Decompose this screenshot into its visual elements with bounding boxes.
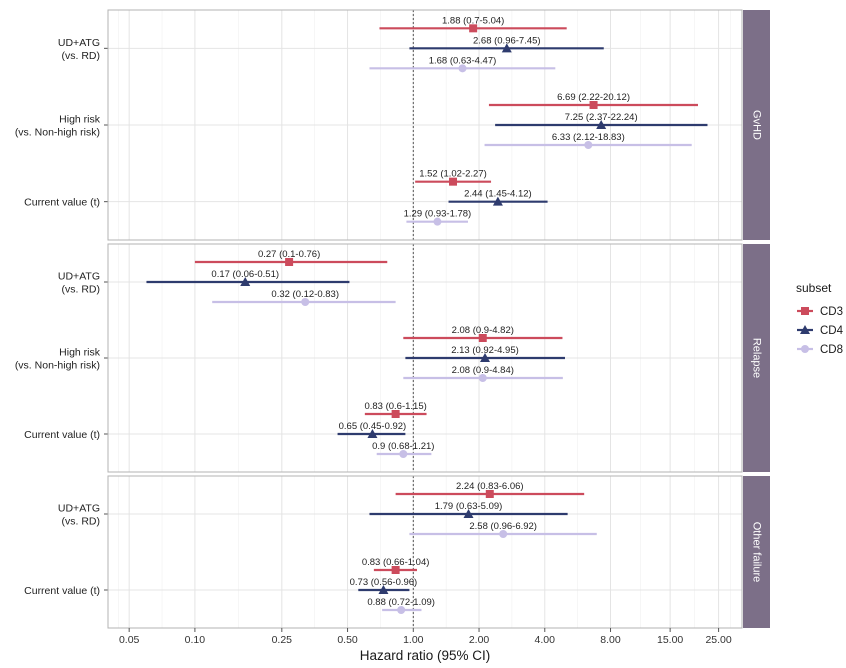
- facet-strip: [743, 476, 770, 628]
- estimate-label: 1.52 (1.02-2.27): [419, 169, 487, 180]
- x-tick-label: 0.50: [337, 634, 358, 646]
- x-tick-label: 4.00: [535, 634, 556, 646]
- legend-label-cd8: CD8: [820, 344, 843, 356]
- estimate-label: 2.58 (0.96-6.92): [469, 521, 537, 532]
- point-cd4: [463, 509, 474, 518]
- point-cd3: [589, 101, 598, 109]
- estimate-label: 2.24 (0.83-6.06): [456, 481, 524, 492]
- x-tick-label: 2.00: [469, 634, 490, 646]
- point-cd4: [596, 120, 607, 129]
- point-cd3: [391, 566, 400, 574]
- row-label: (vs. Non-high risk): [15, 127, 100, 139]
- estimate-label: 2.13 (0.92-4.95): [451, 345, 519, 356]
- estimate-label: 2.44 (1.45-4.12): [464, 189, 532, 200]
- x-tick-label: 25.00: [705, 634, 731, 646]
- point-cd3: [478, 334, 487, 342]
- panel-border: [107, 243, 743, 473]
- point-cd4: [501, 43, 512, 53]
- estimate-label: 2.08 (0.9-4.82): [452, 325, 514, 336]
- row-label: UD+ATG: [58, 37, 100, 49]
- estimate-label: 0.32 (0.12-0.83): [271, 289, 339, 300]
- legend-label-cd3: CD3: [820, 306, 843, 318]
- panel-border: [107, 475, 743, 629]
- row-label: Current value (t): [24, 585, 100, 597]
- estimate-label: 1.79 (0.63-5.09): [435, 501, 503, 512]
- estimate-label: 0.83 (0.6-1.15): [364, 401, 426, 412]
- point-cd8: [399, 450, 408, 458]
- legend-label-cd4: CD4: [820, 325, 844, 337]
- legend-title: subset: [796, 281, 832, 295]
- x-tick-label: 1.00: [403, 634, 424, 646]
- row-label: High risk: [59, 114, 101, 126]
- row-label: High risk: [59, 347, 101, 359]
- row-label: (vs. RD): [62, 284, 101, 296]
- x-tick-label: 8.00: [600, 634, 621, 646]
- x-tick-label: 15.00: [657, 634, 683, 646]
- estimate-label: 1.88 (0.7-5.04): [442, 15, 504, 26]
- x-tick-label: 0.25: [272, 634, 293, 646]
- estimate-label: 2.68 (0.96-7.45): [473, 35, 541, 46]
- row-label: (vs. RD): [62, 50, 101, 62]
- point-cd8: [478, 374, 487, 382]
- point-cd8: [397, 606, 406, 614]
- estimate-label: 1.29 (0.93-1.78): [404, 209, 472, 220]
- facet-strip-label: Relapse: [751, 338, 763, 378]
- estimate-label: 0.65 (0.45-0.92): [339, 421, 407, 432]
- legend-key-cd8: [801, 345, 809, 353]
- row-label: Current value (t): [24, 197, 100, 209]
- point-cd3: [485, 490, 494, 498]
- estimate-label: 0.27 (0.1-0.76): [258, 249, 320, 260]
- estimate-label: 6.33 (2.12-18.83): [552, 132, 625, 143]
- point-cd8: [433, 217, 442, 226]
- estimate-label: 0.88 (0.72-1.09): [367, 597, 435, 608]
- facet-strip: [743, 244, 770, 472]
- point-cd3: [469, 24, 478, 33]
- estimate-label: 0.9 (0.68-1.21): [372, 441, 434, 452]
- point-cd3: [449, 177, 458, 186]
- estimate-label: 0.17 (0.06-0.51): [211, 269, 279, 280]
- point-cd8: [584, 141, 593, 149]
- row-label: (vs. Non-high risk): [15, 360, 100, 372]
- point-cd8: [301, 298, 310, 306]
- row-label: (vs. RD): [62, 516, 101, 528]
- point-cd3: [391, 410, 400, 418]
- row-label: Current value (t): [24, 429, 100, 441]
- facet-strip-label: Other failure: [751, 522, 763, 583]
- estimate-label: 6.69 (2.22-20.12): [557, 92, 630, 103]
- legend-key-cd3: [801, 307, 809, 315]
- facet-strip: [743, 10, 770, 240]
- row-label: UD+ATG: [58, 503, 100, 515]
- panel-border: [107, 9, 743, 241]
- panel-background: [108, 476, 742, 628]
- point-cd4: [378, 585, 389, 594]
- x-axis-title: Hazard ratio (95% CI): [360, 648, 491, 663]
- estimate-label: 0.83 (0.66-1.04): [362, 557, 430, 568]
- facet-strip-label: GvHD: [751, 110, 763, 140]
- x-tick-label: 0.05: [119, 634, 140, 646]
- point-cd8: [499, 530, 508, 538]
- point-cd4: [367, 429, 378, 438]
- estimate-label: 0.73 (0.56-0.96): [350, 577, 418, 588]
- point-cd4: [480, 353, 491, 362]
- point-cd8: [458, 64, 467, 73]
- estimate-label: 7.25 (2.37-22.24): [565, 112, 638, 123]
- x-tick-label: 0.10: [185, 634, 206, 646]
- point-cd4: [492, 196, 503, 206]
- legend-key-cd4: [800, 325, 810, 334]
- point-cd4: [240, 277, 251, 286]
- row-label: UD+ATG: [58, 271, 100, 283]
- estimate-label: 2.08 (0.9-4.84): [452, 365, 514, 376]
- point-cd3: [285, 258, 294, 266]
- estimate-label: 1.68 (0.63-4.47): [429, 55, 497, 66]
